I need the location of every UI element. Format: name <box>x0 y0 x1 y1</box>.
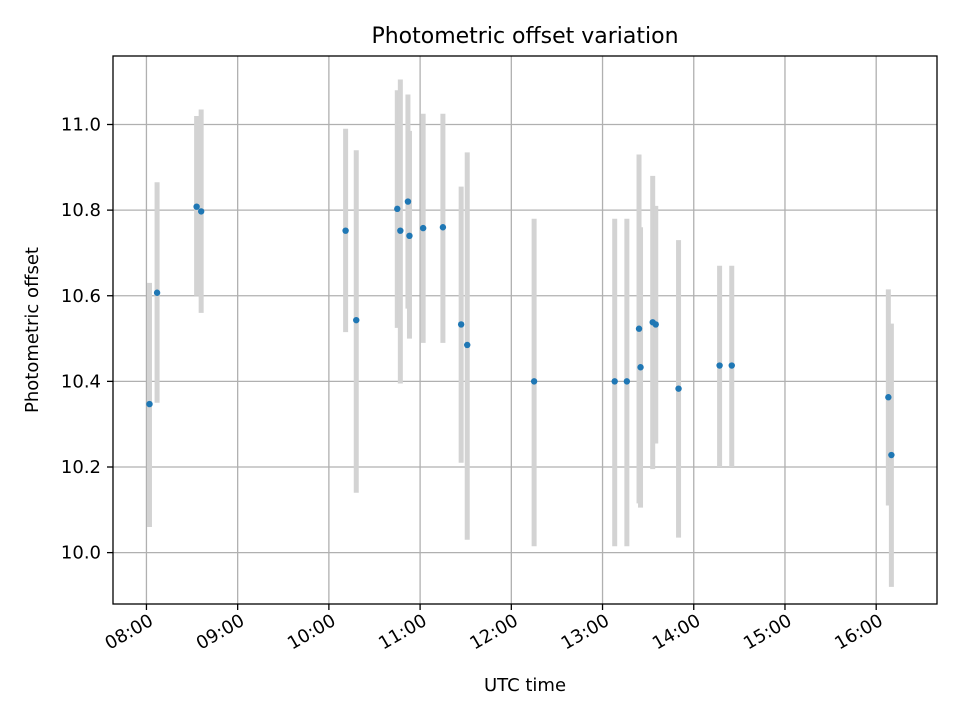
data-point <box>197 208 205 215</box>
y-tick-label: 10.4 <box>61 371 101 392</box>
x-tick-label: 13:00 <box>558 610 613 654</box>
data-point <box>885 394 892 401</box>
y-tick-label: 10.8 <box>61 200 101 221</box>
x-axis-label: UTC time <box>484 675 566 696</box>
data-point <box>623 378 631 385</box>
y-tick-label: 10.6 <box>61 286 101 307</box>
x-tick-label: 09:00 <box>193 610 248 654</box>
data-point <box>404 198 412 205</box>
chart-title: Photometric offset variation <box>371 24 678 49</box>
error-bars <box>146 79 894 587</box>
data-point <box>419 224 427 232</box>
y-axis-label: Photometric offset <box>22 247 43 413</box>
data-point <box>611 378 618 385</box>
data-point <box>394 205 401 213</box>
data-point <box>439 224 447 231</box>
data-point <box>637 364 644 371</box>
data-point <box>193 203 200 210</box>
data-point <box>652 321 659 328</box>
data-point <box>457 321 465 328</box>
data-point <box>146 400 153 408</box>
y-tick-label: 10.0 <box>61 543 101 564</box>
grid <box>113 56 937 604</box>
y-tick-label: 11.0 <box>61 115 101 136</box>
data-point <box>530 378 538 385</box>
x-tick-label: 15:00 <box>740 610 795 654</box>
data-point <box>406 232 413 240</box>
y-axis: 10.0 10.2 10.4 10.6 10.8 11.0 <box>61 115 113 564</box>
data-point <box>353 316 360 324</box>
x-axis: 08:00 09:00 10:00 11:00 12:00 13:00 14:00 15:00… <box>102 604 887 654</box>
data-point <box>464 341 471 349</box>
x-tick-label: 10:00 <box>284 610 339 654</box>
x-tick-label: 16:00 <box>831 610 886 654</box>
data-points <box>146 198 895 459</box>
y-tick-label: 10.2 <box>61 457 101 478</box>
x-tick-label: 11:00 <box>375 610 430 654</box>
data-point <box>342 227 349 234</box>
data-point <box>728 362 735 369</box>
data-point <box>888 451 895 459</box>
data-point <box>153 289 161 296</box>
data-point <box>397 227 404 234</box>
plot-frame <box>112 55 938 605</box>
x-tick-label: 14:00 <box>649 610 704 654</box>
data-point <box>635 325 643 332</box>
x-tick-label: 08:00 <box>102 610 157 654</box>
x-tick-label: 12:00 <box>466 610 521 654</box>
data-point <box>716 362 723 369</box>
data-point <box>675 385 682 392</box>
